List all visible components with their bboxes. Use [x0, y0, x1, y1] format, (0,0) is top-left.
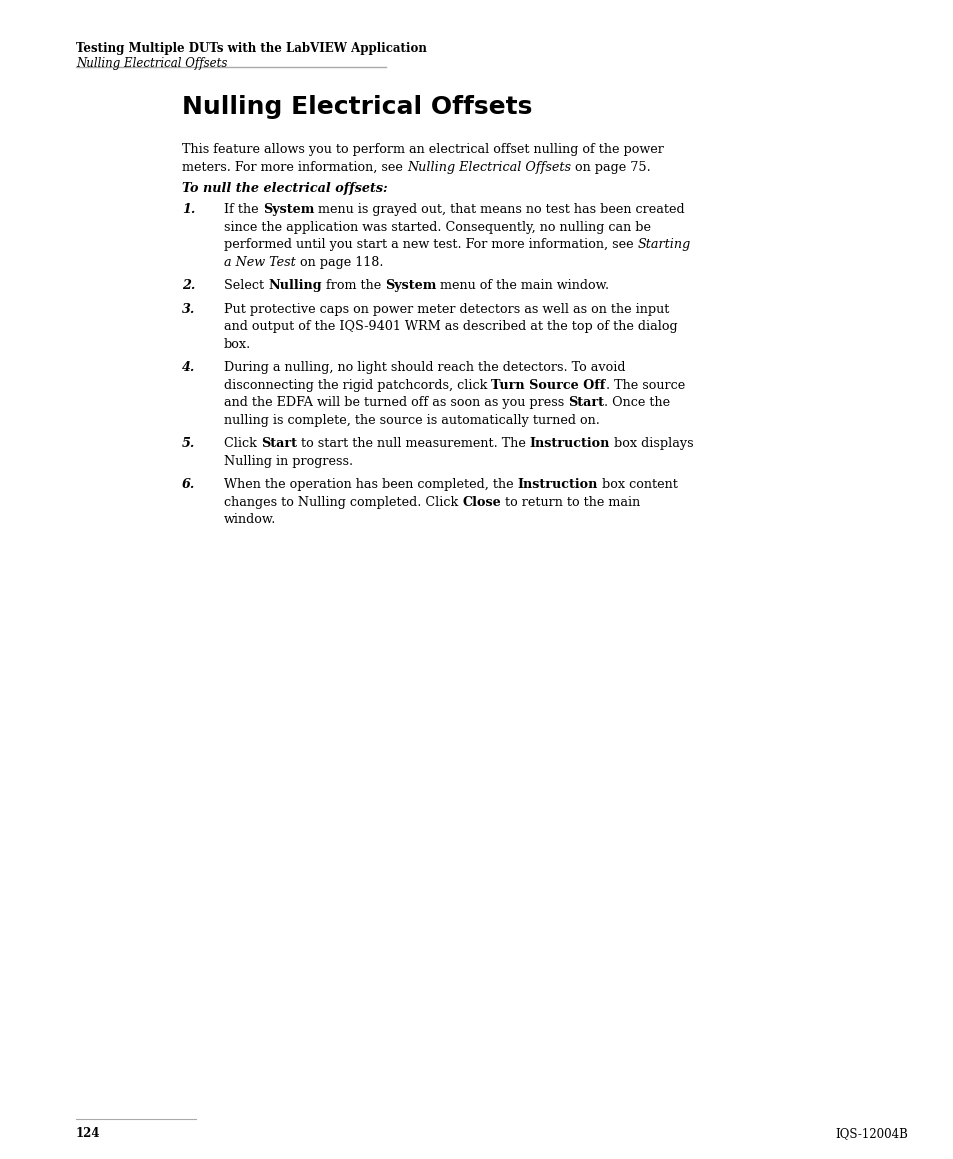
Text: 1.: 1. — [182, 203, 195, 216]
Text: and output of the IQS-9401 WRM as described at the top of the dialog: and output of the IQS-9401 WRM as descri… — [224, 320, 677, 333]
Text: Testing Multiple DUTs with the LabVIEW Application: Testing Multiple DUTs with the LabVIEW A… — [76, 42, 426, 54]
Text: During a nulling, no light should reach the detectors. To avoid: During a nulling, no light should reach … — [224, 362, 625, 374]
Text: on page 118.: on page 118. — [295, 256, 383, 269]
Text: nulling is complete, the source is automatically turned on.: nulling is complete, the source is autom… — [224, 414, 599, 427]
Text: since the application was started. Consequently, no nulling can be: since the application was started. Conse… — [224, 220, 650, 234]
Text: to start the null measurement. The: to start the null measurement. The — [296, 437, 529, 450]
Text: Instruction: Instruction — [529, 437, 610, 450]
Text: Click: Click — [224, 437, 260, 450]
Text: Nulling Electrical Offsets: Nulling Electrical Offsets — [406, 161, 570, 174]
Text: System: System — [262, 203, 314, 216]
Text: a New Test: a New Test — [224, 256, 295, 269]
Text: 2.: 2. — [182, 279, 195, 292]
Text: 4.: 4. — [182, 362, 195, 374]
Text: Select: Select — [224, 279, 268, 292]
Text: on page 75.: on page 75. — [570, 161, 650, 174]
Text: This feature allows you to perform an electrical offset nulling of the power: This feature allows you to perform an el… — [182, 144, 663, 156]
Text: 6.: 6. — [182, 478, 195, 491]
Text: If the: If the — [224, 203, 262, 216]
Text: from the: from the — [321, 279, 385, 292]
Text: Close: Close — [462, 496, 500, 509]
Text: window.: window. — [224, 513, 276, 526]
Text: 5.: 5. — [182, 437, 195, 450]
Text: . Once the: . Once the — [603, 396, 670, 409]
Text: 124: 124 — [76, 1127, 100, 1140]
Text: Nulling Electrical Offsets: Nulling Electrical Offsets — [182, 95, 532, 119]
Text: changes to Nulling completed. Click: changes to Nulling completed. Click — [224, 496, 462, 509]
Text: and the EDFA will be turned off as soon as you press: and the EDFA will be turned off as soon … — [224, 396, 568, 409]
Text: Nulling Electrical Offsets: Nulling Electrical Offsets — [76, 57, 227, 70]
Text: Starting: Starting — [637, 238, 690, 252]
Text: . The source: . The source — [605, 379, 684, 392]
Text: box displays: box displays — [610, 437, 693, 450]
Text: box content: box content — [598, 478, 678, 491]
Text: Start: Start — [568, 396, 603, 409]
Text: When the operation has been completed, the: When the operation has been completed, t… — [224, 478, 517, 491]
Text: Put protective caps on power meter detectors as well as on the input: Put protective caps on power meter detec… — [224, 302, 669, 315]
Text: 3.: 3. — [182, 302, 195, 315]
Text: to return to the main: to return to the main — [500, 496, 639, 509]
Text: Instruction: Instruction — [517, 478, 598, 491]
Text: IQS-12004B: IQS-12004B — [834, 1127, 907, 1140]
Text: box.: box. — [224, 337, 251, 350]
Text: disconnecting the rigid patchcords, click: disconnecting the rigid patchcords, clic… — [224, 379, 491, 392]
Text: menu of the main window.: menu of the main window. — [436, 279, 609, 292]
Text: To null the electrical offsets:: To null the electrical offsets: — [182, 182, 387, 195]
Text: menu is grayed out, that means no test has been created: menu is grayed out, that means no test h… — [314, 203, 684, 216]
Text: meters. For more information, see: meters. For more information, see — [182, 161, 406, 174]
Text: Turn Source Off: Turn Source Off — [491, 379, 605, 392]
Text: performed until you start a new test. For more information, see: performed until you start a new test. Fo… — [224, 238, 637, 252]
Text: Start: Start — [260, 437, 296, 450]
Text: Nulling: Nulling — [268, 279, 321, 292]
Text: Nulling in progress.: Nulling in progress. — [224, 454, 353, 467]
Text: System: System — [385, 279, 436, 292]
